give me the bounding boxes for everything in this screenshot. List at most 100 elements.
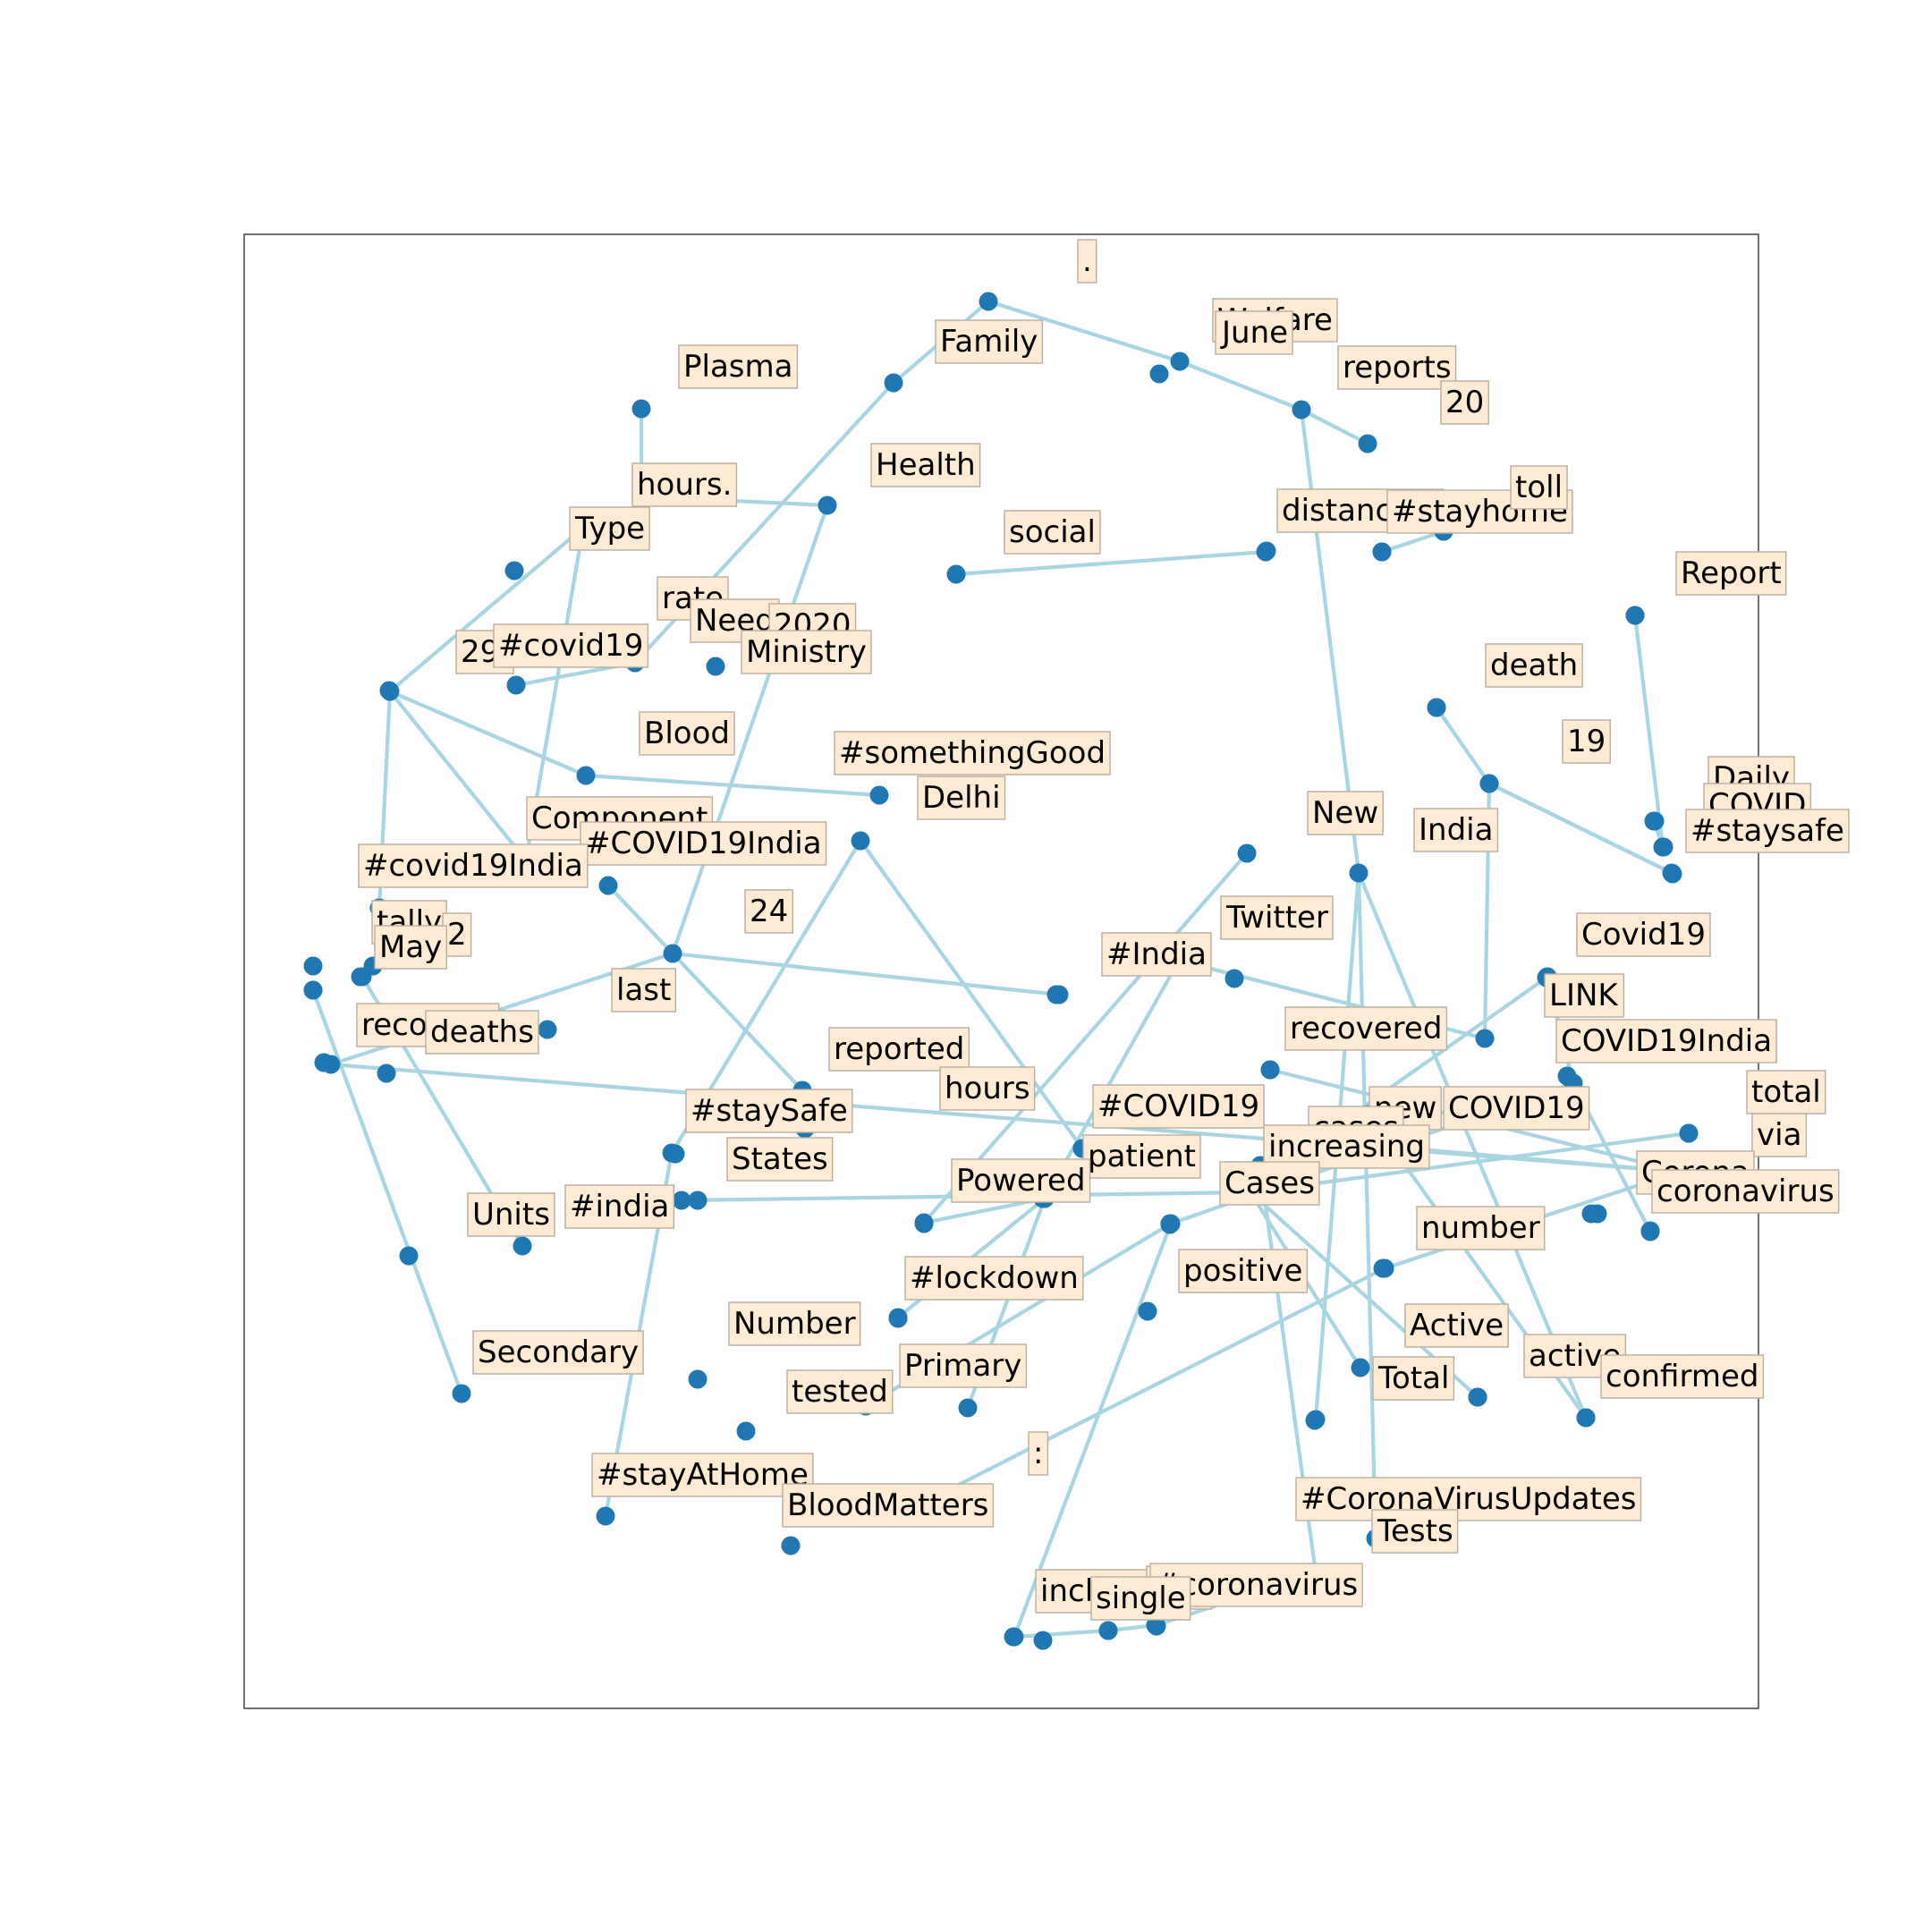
label-text: #staySafe bbox=[691, 1093, 848, 1129]
node-label-n32: New bbox=[1307, 791, 1384, 835]
node-dot-n36 bbox=[1237, 843, 1257, 863]
label-box bbox=[611, 968, 677, 1013]
label-text: Number bbox=[733, 1306, 856, 1342]
plot-frame bbox=[243, 233, 1759, 1709]
label-text: positive bbox=[1183, 1253, 1302, 1289]
label-box bbox=[1371, 1509, 1459, 1554]
node-dot-extra-14 bbox=[1468, 1387, 1487, 1407]
node-label-n24: 19 bbox=[1562, 719, 1611, 764]
node-dot-n23 bbox=[576, 766, 596, 785]
label-text: Report bbox=[1681, 555, 1782, 591]
label-box bbox=[1440, 380, 1489, 425]
node-label-n19: Ministry bbox=[741, 630, 872, 674]
node-dot-n03 bbox=[1170, 352, 1190, 371]
label-text: Ministry bbox=[746, 634, 867, 670]
node-label-n25: #somethingGood bbox=[834, 731, 1111, 775]
node-dot-extra-25 bbox=[665, 1144, 685, 1164]
label-text: . bbox=[1082, 243, 1092, 279]
label-box bbox=[685, 1089, 853, 1133]
node-dot-extra-36 bbox=[1581, 1204, 1601, 1224]
label-text: total bbox=[1751, 1074, 1821, 1110]
node-dot-extra-42 bbox=[1427, 698, 1446, 717]
edge-n21-n30 bbox=[387, 689, 529, 863]
label-box bbox=[1178, 1249, 1309, 1293]
label-box bbox=[728, 1301, 861, 1346]
node-dot-n65 bbox=[513, 1236, 532, 1256]
node-dot-n20 bbox=[506, 675, 526, 695]
node-label-n76: tested bbox=[786, 1369, 894, 1414]
label-box bbox=[935, 319, 1044, 364]
label-box bbox=[1101, 932, 1212, 977]
edge-n72-n32 bbox=[1356, 870, 1589, 1420]
node-dot-extra-44 bbox=[1372, 542, 1392, 562]
label-box bbox=[1562, 719, 1611, 764]
label-text: : bbox=[1033, 1436, 1043, 1471]
label-text: #somethingGood bbox=[839, 735, 1106, 771]
label-box bbox=[899, 1343, 1028, 1388]
node-dot-extra-1 bbox=[379, 681, 399, 700]
node-dot-n78 bbox=[596, 1506, 615, 1526]
edge-n05-n06 bbox=[1299, 407, 1370, 446]
node-dot-n09 bbox=[884, 373, 903, 393]
node-dot-n42 bbox=[663, 944, 682, 963]
label-text: #lockdown bbox=[910, 1260, 1079, 1296]
node-dot-n25 bbox=[869, 785, 889, 805]
label-box bbox=[951, 1158, 1091, 1203]
label-text: death bbox=[1490, 648, 1578, 683]
label-box bbox=[472, 1330, 644, 1375]
node-label-n68: positive bbox=[1178, 1249, 1309, 1293]
node-label-n59: States bbox=[726, 1137, 834, 1182]
node-label-n10: Type bbox=[569, 506, 650, 551]
edge-n31-n49 bbox=[606, 883, 805, 1093]
label-box bbox=[904, 1256, 1084, 1301]
node-label-n01: . bbox=[1077, 239, 1097, 284]
label-text: recovered bbox=[1290, 1011, 1442, 1046]
labels-layer: .FamilyWelfareJunereports20Plasmahours.H… bbox=[356, 239, 1850, 1621]
node-dot-extra-41 bbox=[1625, 606, 1645, 625]
label-box bbox=[1295, 1477, 1642, 1521]
label-text: via bbox=[1757, 1117, 1801, 1153]
node-label-n36: Twitter bbox=[1220, 895, 1334, 940]
label-box bbox=[1090, 1576, 1191, 1621]
label-text: hours. bbox=[637, 467, 732, 503]
node-dot-extra-17 bbox=[1147, 1616, 1166, 1636]
label-box bbox=[1082, 1134, 1201, 1179]
node-label-n07: Plasma bbox=[678, 344, 799, 389]
label-box bbox=[1651, 1169, 1840, 1214]
node-label-n50: total bbox=[1746, 1070, 1826, 1114]
edge-n02-n03 bbox=[986, 299, 1182, 364]
label-text: Total bbox=[1377, 1360, 1449, 1396]
node-label-n34: #covid19India bbox=[358, 843, 589, 888]
label-box bbox=[1600, 1354, 1765, 1399]
node-label-n46: recovered bbox=[1284, 1006, 1448, 1051]
label-box bbox=[744, 889, 793, 934]
node-label-n54: #staySafe bbox=[685, 1089, 853, 1133]
edge-n44-n71 bbox=[310, 987, 464, 1396]
label-box bbox=[1576, 912, 1711, 957]
label-text: #india bbox=[570, 1189, 669, 1224]
label-box bbox=[580, 821, 827, 866]
label-box bbox=[1751, 1113, 1808, 1157]
node-dot-n04 bbox=[1149, 364, 1169, 384]
node-dot-n74 bbox=[1576, 1408, 1596, 1428]
node-label-n21: #covid19 bbox=[493, 623, 649, 668]
label-box bbox=[1337, 345, 1457, 390]
label-box bbox=[569, 506, 650, 551]
label-box bbox=[917, 775, 1006, 820]
node-dot-n64 bbox=[672, 1191, 691, 1210]
node-dot-extra-39 bbox=[1663, 864, 1682, 884]
node-label-n09: Health bbox=[870, 443, 981, 487]
label-box bbox=[591, 1453, 814, 1497]
node-label-n14: toll bbox=[1510, 465, 1568, 510]
label-text: reported bbox=[834, 1031, 964, 1067]
label-text: BloodMatters bbox=[787, 1487, 988, 1523]
label-box bbox=[939, 1066, 1036, 1111]
node-label-n08: hours. bbox=[631, 462, 738, 507]
label-text: Type bbox=[574, 511, 645, 547]
node-label-n73: Primary bbox=[899, 1343, 1028, 1388]
node-dot-n71 bbox=[452, 1384, 471, 1403]
node-dot-n75 bbox=[1351, 1358, 1370, 1377]
node-label-n33: India bbox=[1413, 808, 1499, 852]
label-text: Blood bbox=[644, 716, 730, 751]
label-box bbox=[564, 1184, 675, 1229]
